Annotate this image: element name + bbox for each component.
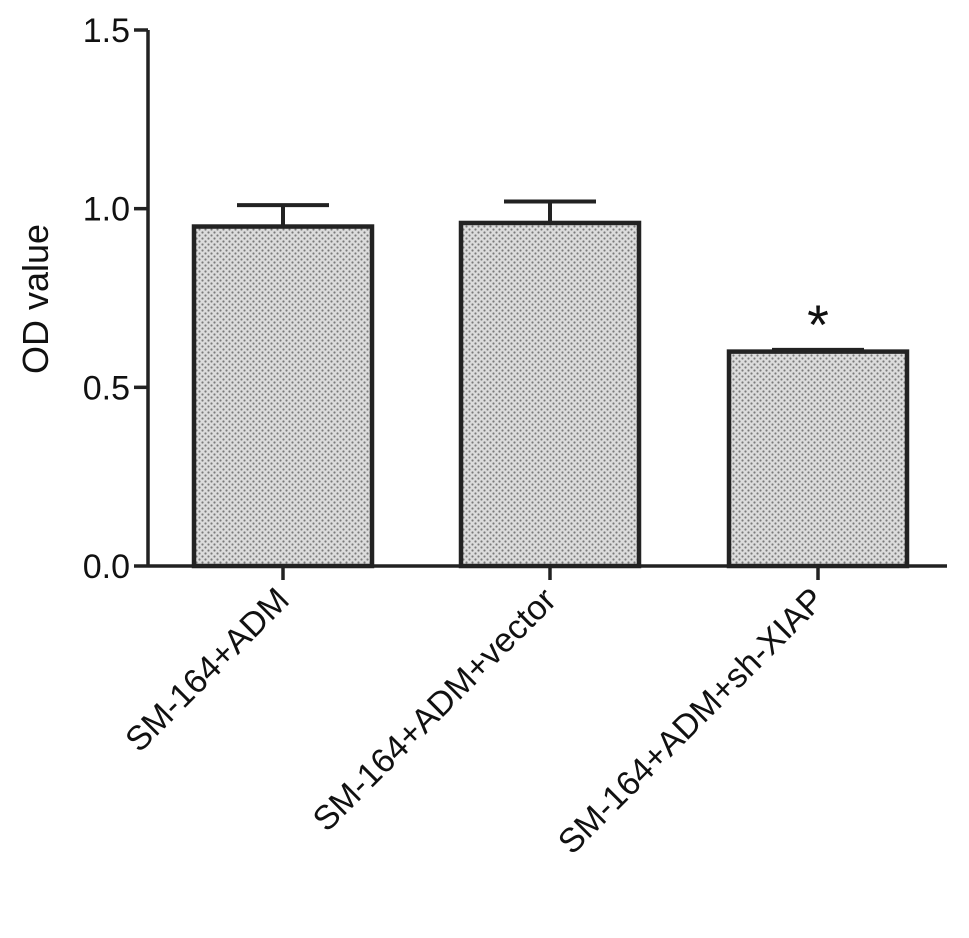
category-label: SM-164+ADM+vector (306, 581, 564, 839)
y-axis-title: OD value (15, 224, 56, 374)
y-axis: 0.0 0.5 1.0 1.5 (83, 12, 150, 586)
significance-marker: * (807, 293, 829, 356)
category-label: SM-164+ADM+sh-XIAP (551, 581, 832, 862)
category-label: SM-164+ADM (118, 581, 297, 760)
y-tick-label: 1.5 (83, 12, 130, 50)
y-tick-label: 0.5 (83, 369, 130, 407)
bars: * (191, 199, 910, 569)
bar (458, 220, 642, 569)
y-tick-label: 1.0 (83, 191, 130, 229)
bar (726, 349, 910, 569)
bar (191, 224, 375, 569)
y-tick-label: 0.0 (83, 548, 130, 586)
category-labels: SM-164+ADM SM-164+ADM+vectorSM-164+ADM+sh… (118, 581, 832, 862)
